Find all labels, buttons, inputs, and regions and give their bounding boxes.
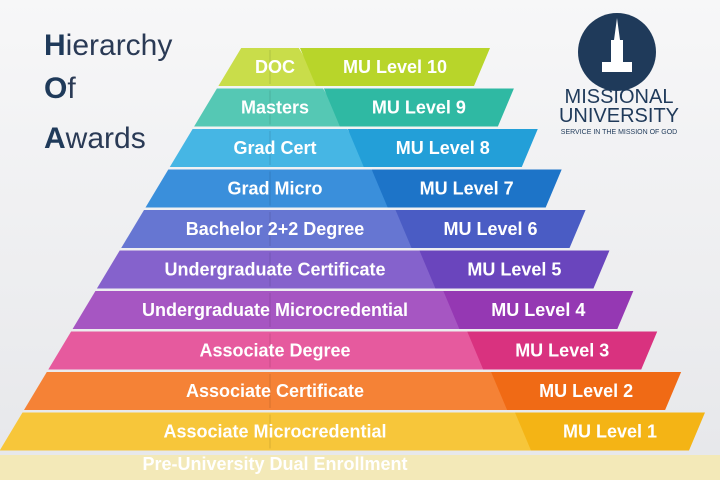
base-label: Pre-University Dual Enrollment	[142, 454, 407, 474]
level-banner	[347, 129, 538, 167]
award-label: Grad Cert	[233, 138, 316, 158]
level-label: MU Level 3	[515, 340, 609, 360]
award-label: DOC	[255, 57, 295, 77]
base-tier	[0, 455, 720, 480]
tier	[121, 210, 419, 248]
level-banner	[323, 88, 514, 127]
pyramid: DOC MU Level 10 Masters MU Level 9 Grad Cert…	[0, 48, 720, 480]
logo-name: MISSIONAL	[565, 86, 674, 108]
level-label: MU Level 10	[343, 57, 447, 77]
level-banner	[515, 412, 705, 451]
title-line: Hierarchy	[44, 29, 172, 62]
award-label: Grad Micro	[227, 178, 322, 198]
title-line: Of	[44, 72, 76, 105]
level-banner	[395, 210, 586, 248]
title-line: Awards	[44, 122, 146, 155]
level-label: MU Level 5	[467, 259, 561, 279]
tier	[72, 291, 468, 329]
level-banner	[300, 48, 490, 86]
logo-name: UNIVERSITY	[559, 105, 679, 127]
level-label: MU Level 6	[444, 219, 538, 239]
level-label: MU Level 9	[372, 97, 466, 117]
tier	[194, 88, 346, 127]
award-label: Undergraduate Microcredential	[142, 300, 408, 320]
level-label: MU Level 2	[539, 381, 633, 401]
award-label: Masters	[241, 97, 309, 117]
logo-tagline: SERVICE IN THE MISSION OF GOD	[561, 129, 677, 136]
level-label: MU Level 8	[396, 138, 490, 158]
level-label: MU Level 1	[563, 421, 657, 441]
level-banner	[491, 372, 682, 410]
award-label: Associate Certificate	[186, 381, 364, 401]
logo-steeple	[602, 18, 632, 72]
tier	[145, 169, 395, 208]
level-banner	[371, 169, 562, 208]
tier	[96, 250, 444, 289]
tier	[169, 129, 371, 167]
title: Hierarchy Of Awards	[44, 29, 172, 155]
award-label: Associate Microcredential	[163, 421, 386, 441]
tier	[48, 331, 492, 370]
level-banner	[419, 250, 610, 289]
tier	[24, 372, 516, 410]
tier	[218, 48, 322, 86]
level-label: MU Level 4	[491, 300, 585, 320]
level-banner	[443, 291, 634, 329]
level-banner	[467, 331, 658, 370]
award-label: Bachelor 2+2 Degree	[186, 219, 365, 239]
tier	[0, 412, 541, 451]
award-label: Undergraduate Certificate	[164, 259, 385, 279]
award-label: Associate Degree	[199, 340, 350, 360]
level-label: MU Level 7	[420, 178, 514, 198]
logo: MISSIONAL UNIVERSITY SERVICE IN THE MISS…	[559, 13, 679, 136]
